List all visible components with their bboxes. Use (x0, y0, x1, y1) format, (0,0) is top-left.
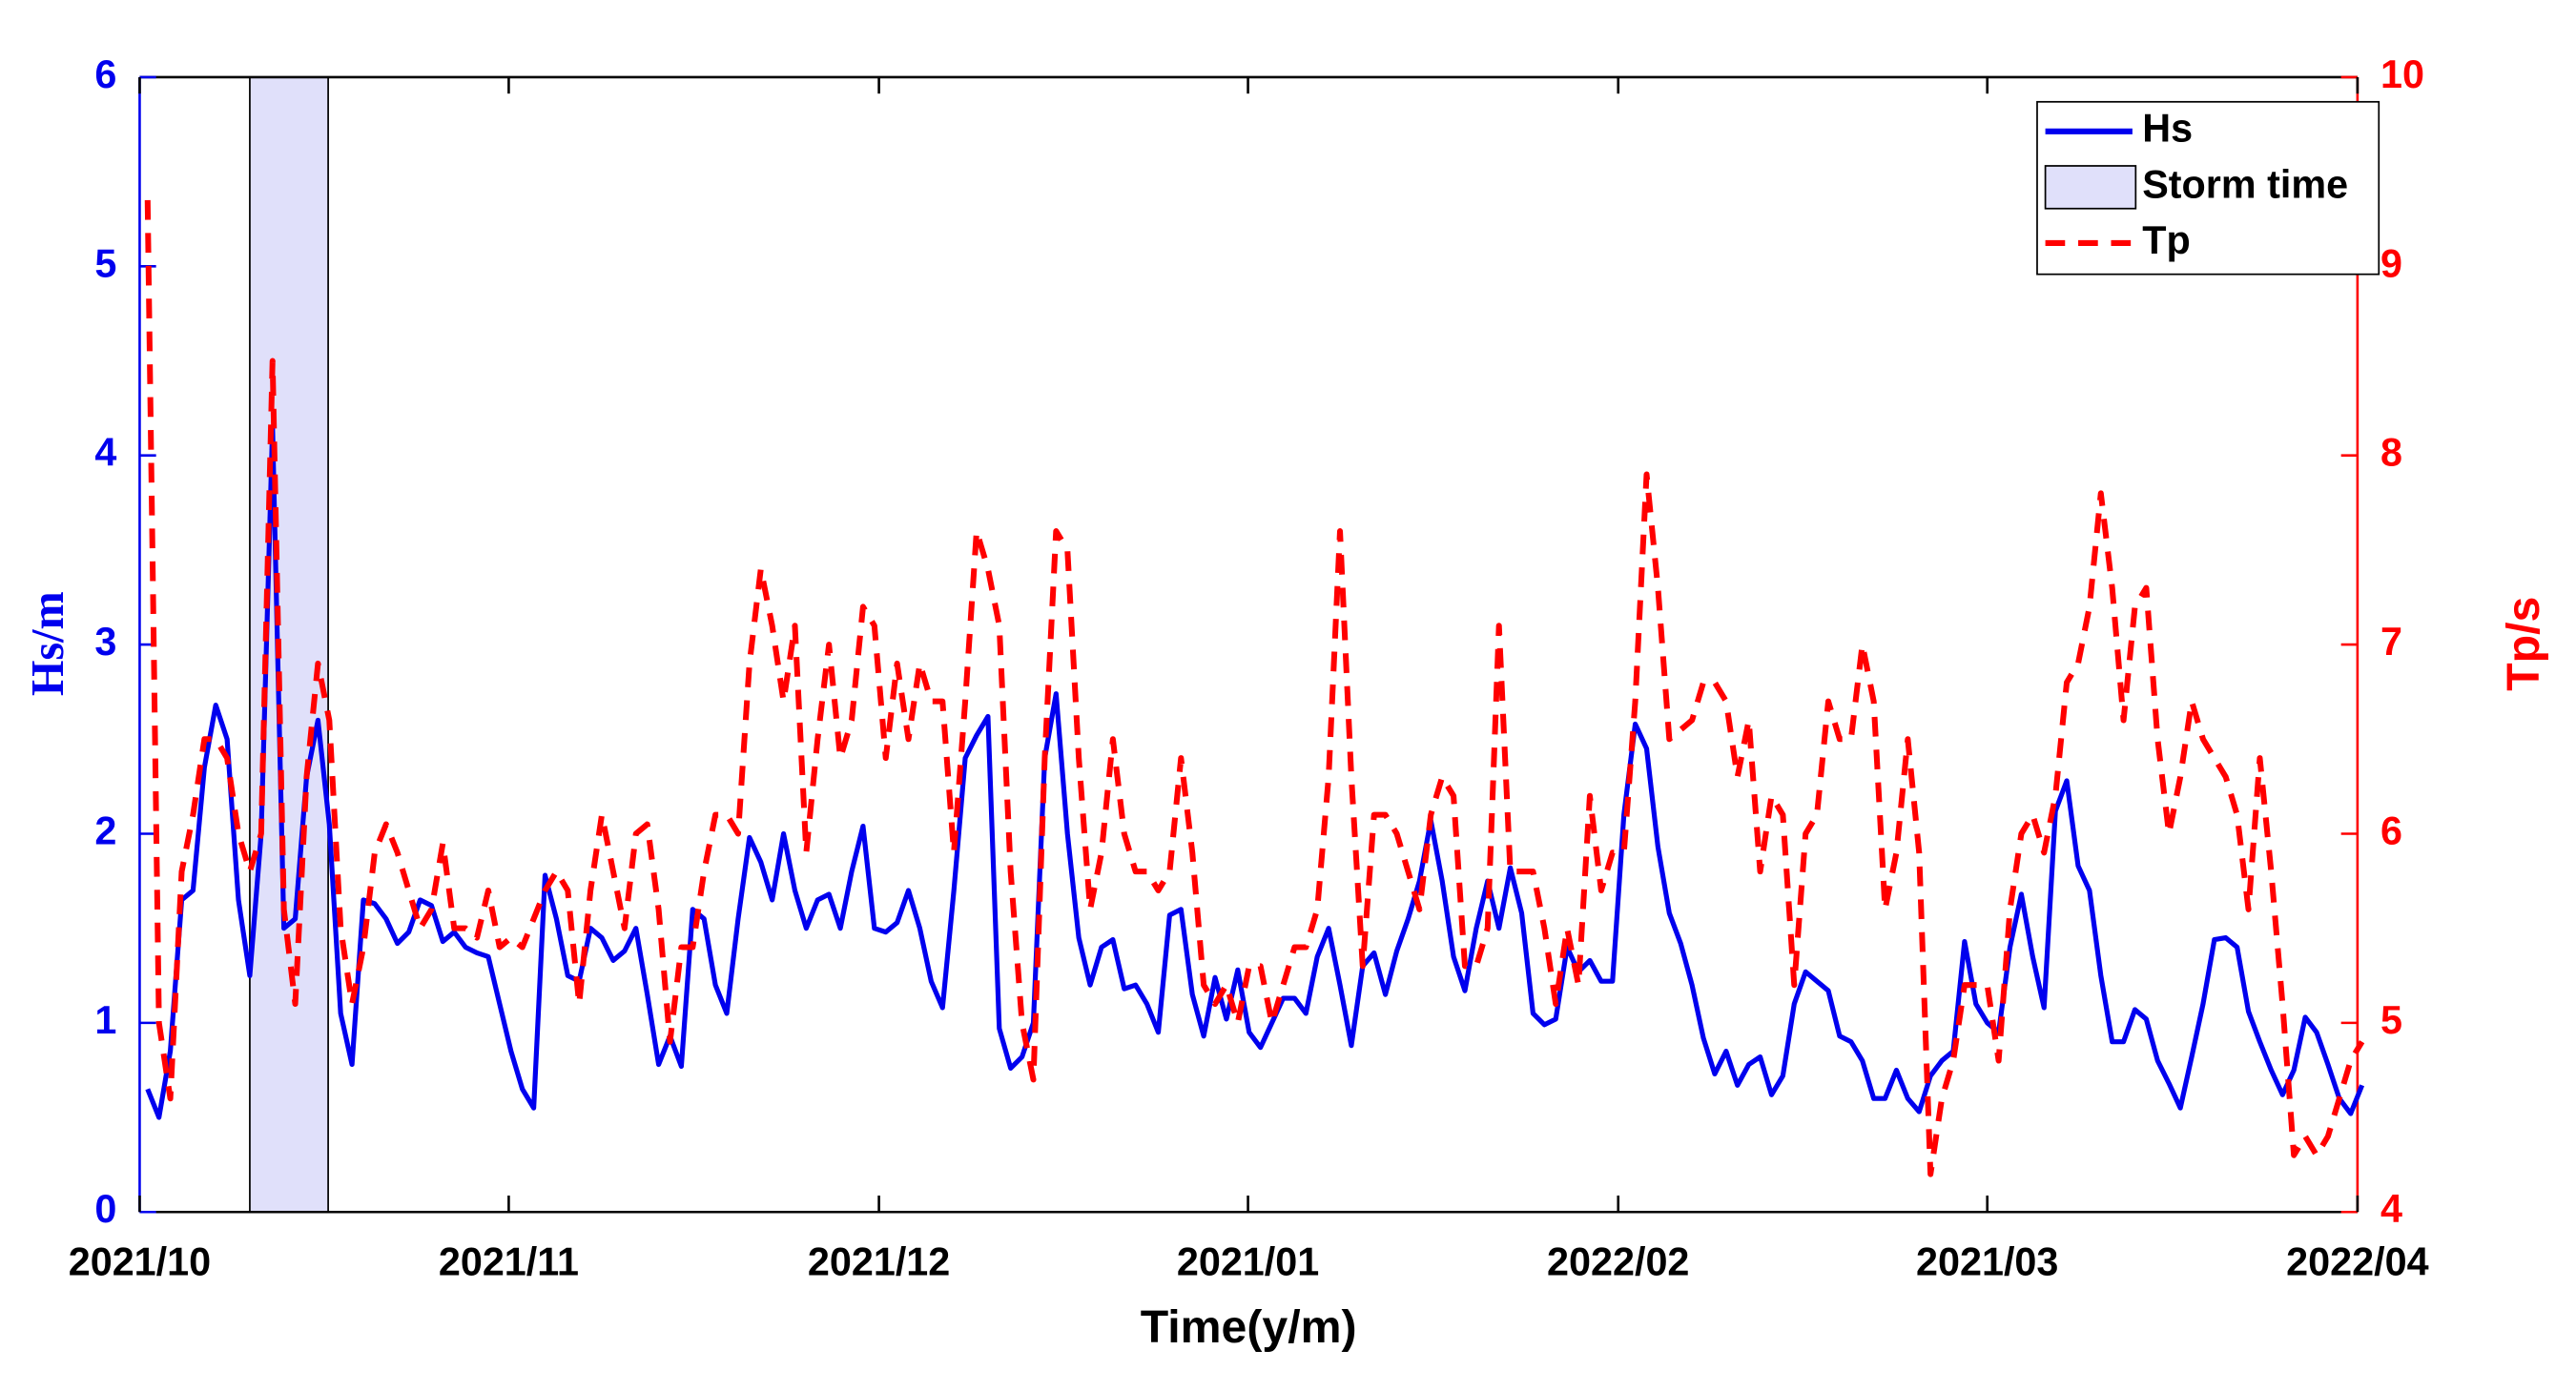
x-tick-label: 2021/11 (439, 1239, 579, 1283)
y2-tick-label: 10 (2380, 52, 2424, 96)
legend-label: Storm time (2142, 162, 2348, 206)
shaded-region (249, 76, 329, 1214)
y2-tick-label: 8 (2380, 431, 2402, 475)
y2-tick-label: 9 (2380, 241, 2402, 285)
x-tick-label: 2021/10 (69, 1239, 211, 1283)
line-series (144, 199, 2365, 1177)
y2-tick-label: 4 (2380, 1187, 2402, 1231)
x-tick-label: 2021/03 (1916, 1239, 2058, 1283)
x-tick-label: 2022/02 (1547, 1239, 1689, 1283)
x-tick-label: 2021/12 (808, 1239, 950, 1283)
y-tick-label: 1 (94, 998, 116, 1042)
x-tick-label: 2022/04 (2286, 1239, 2428, 1283)
legend-label: Hs (2142, 107, 2193, 151)
y-tick-label: 0 (94, 1187, 116, 1231)
x-axis-label: Time(y/m) (1141, 1301, 1357, 1353)
legend-label: Tp (2142, 218, 2191, 262)
y-tick-label: 2 (94, 808, 116, 852)
y-axis-label: Hs/m (23, 591, 73, 696)
x-tick-label: 2021/01 (1177, 1239, 1319, 1283)
y2-tick-label: 5 (2380, 998, 2402, 1042)
y-tick-label: 4 (94, 431, 116, 475)
y-tick-label: 6 (94, 52, 116, 96)
y2-tick-label: 6 (2380, 808, 2402, 852)
y2-axis-label: Tp/s (2498, 597, 2549, 691)
y-tick-label: 5 (94, 241, 116, 285)
line-series (145, 424, 2365, 1120)
y-tick-label: 3 (94, 620, 116, 664)
legend-swatch (2044, 165, 2137, 210)
y2-tick-label: 7 (2380, 620, 2402, 664)
legend: Hs Storm time Tp (2036, 100, 2380, 276)
